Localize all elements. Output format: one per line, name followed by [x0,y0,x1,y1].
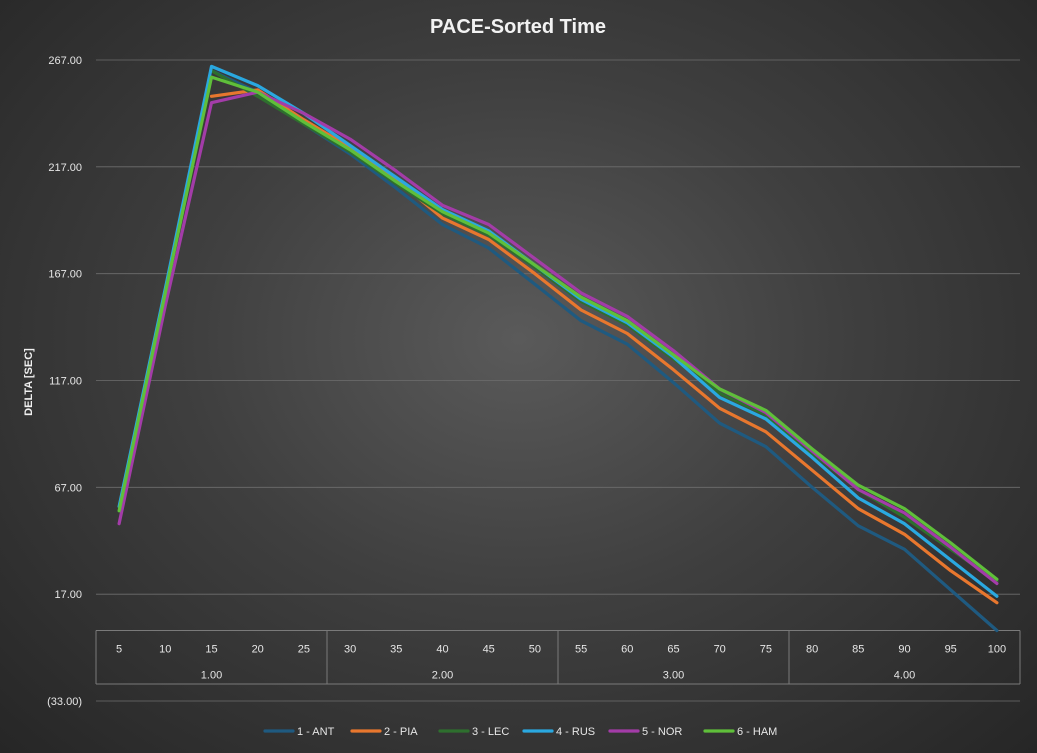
x-group-label: 1.00 [201,669,222,681]
x-tick-label: 20 [252,643,264,655]
x-tick-label: 100 [988,643,1006,655]
x-tick-label: 15 [205,643,217,655]
legend-item: 4 - RUS [522,726,595,738]
legend-item: 2 - PIA [350,726,418,738]
y-tick-label: 117.00 [49,376,82,388]
x-axis: 5 10 15 20 25 30 35 40 45 50 55 60 65 70 75 80 85 90 95 100… [95,629,1021,685]
gridlines [96,59,1020,702]
x-group-label: 4.00 [894,669,915,681]
x-tick-label: 95 [945,643,957,655]
legend-label: 6 - HAM [737,726,777,738]
y-tick-label: 267.00 [48,55,82,67]
legend-label: 5 - NOR [642,726,682,738]
x-tick-label: 30 [344,643,356,655]
series-line-2 [209,88,999,605]
x-tick-label: 40 [436,643,448,655]
legend-item: 5 - NOR [608,726,682,738]
x-tick-label: 35 [390,643,402,655]
series-line-5 [117,90,999,586]
x-tick-label: 50 [529,643,541,655]
legend-label: 3 - LEC [472,726,509,738]
y-axis: 267.00 217.00 167.00 117.00 67.00 17.00 (33.00… [47,55,82,708]
x-tick-label: 55 [575,643,587,655]
legend-label: 2 - PIA [384,726,418,738]
legend: 1 - ANT 2 - PIA 3 - LEC 4 - RUS 5 - NOR 6 - H… [263,726,777,738]
x-group-label: 3.00 [663,669,684,681]
x-tick-label: 10 [159,643,171,655]
y-tick-label: 167.00 [48,269,82,281]
legend-item: 6 - HAM [703,726,777,738]
chart-title: PACE-Sorted Time [430,16,606,38]
x-tick-label: 90 [898,643,910,655]
series-line-1 [209,69,999,633]
x-tick-label: 75 [760,643,772,655]
legend-item: 1 - ANT [263,726,335,738]
y-tick-label: 17.00 [54,589,82,601]
x-tick-label: 70 [714,643,726,655]
series-line-3 [209,69,999,583]
y-tick-label: 67.00 [54,482,82,494]
legend-item: 3 - LEC [438,726,509,738]
x-group-label: 2.00 [432,669,453,681]
y-axis-title: DELTA [SEC] [23,348,35,416]
x-tick-label: 85 [852,643,864,655]
y-tick-label: (33.00) [47,696,82,708]
x-tick-label: 80 [806,643,818,655]
series-line-4 [117,64,999,598]
x-tick-label: 45 [483,643,495,655]
legend-label: 4 - RUS [556,726,595,738]
x-tick-label: 60 [621,643,633,655]
x-tick-label: 25 [298,643,310,655]
series-line-6 [117,75,999,581]
x-tick-label: 65 [667,643,679,655]
series-lines [117,64,999,633]
x-tick-label: 5 [116,643,122,655]
legend-label: 1 - ANT [297,726,335,738]
y-tick-label: 217.00 [48,162,82,174]
